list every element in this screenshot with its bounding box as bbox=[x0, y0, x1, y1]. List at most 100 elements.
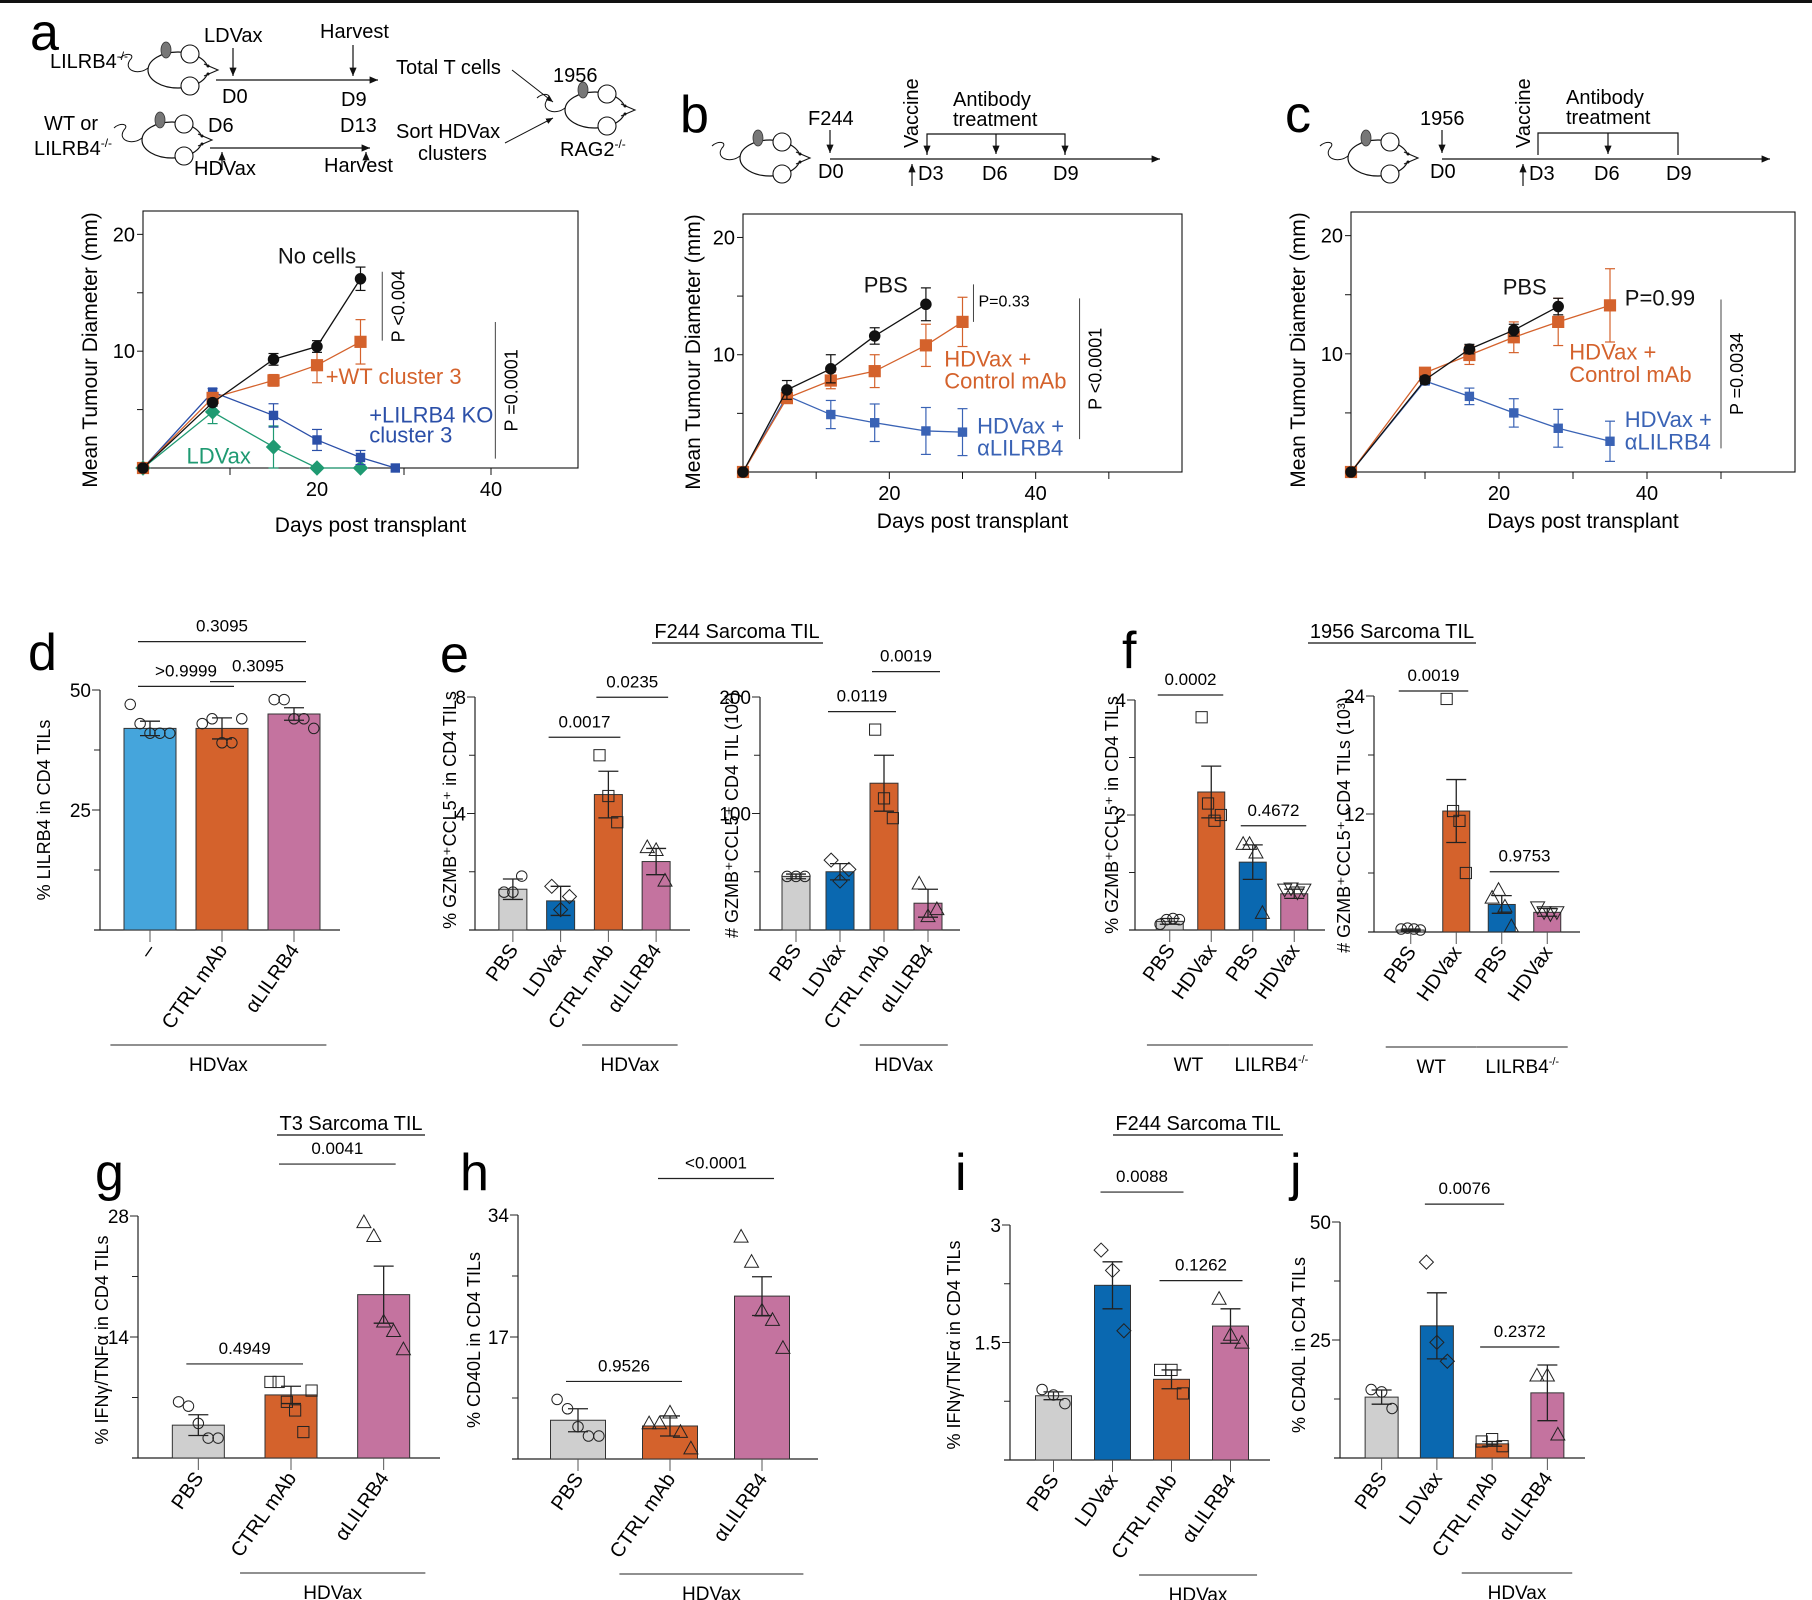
y-axis-label: % CD40L in CD4 TILs bbox=[464, 1252, 484, 1428]
bar bbox=[825, 871, 855, 931]
section-title-text: F244 Sarcoma TIL bbox=[1115, 1113, 1280, 1135]
p-value-label: 0.0002 bbox=[1165, 670, 1217, 689]
data-point bbox=[1549, 906, 1565, 921]
y-tick-label: 34 bbox=[488, 1206, 510, 1227]
data-point bbox=[298, 713, 310, 725]
y-tick-label: 25 bbox=[1310, 1331, 1331, 1352]
y-axis-label: % CD40L in CD4 TILs bbox=[1289, 1257, 1309, 1433]
data-point bbox=[1296, 883, 1312, 898]
mouse-icon bbox=[711, 129, 811, 184]
bar-chart-d: 25 50 % LILRB4 in CD4 TILs –CTRL mAb αLILRB4… bbox=[34, 617, 340, 1076]
data-point bbox=[1201, 797, 1215, 810]
p-value-label: 0.1262 bbox=[1175, 1256, 1227, 1275]
data-point bbox=[310, 359, 324, 372]
data-point bbox=[1116, 1323, 1132, 1339]
data-point bbox=[611, 816, 624, 829]
schematic-a-ldvax: LDVax bbox=[204, 25, 263, 47]
y-tick-label: 20 bbox=[113, 224, 135, 246]
data-point bbox=[957, 427, 968, 437]
group-label: HDVax bbox=[1169, 1585, 1228, 1600]
series--lilrb4-ko-cluster-3 bbox=[138, 387, 401, 473]
panel-label-g: g bbox=[95, 1144, 124, 1202]
data-point bbox=[206, 713, 218, 725]
p-value-label: 0.9753 bbox=[1499, 847, 1551, 866]
y-tick-label: 17 bbox=[488, 1328, 509, 1349]
data-point bbox=[1160, 913, 1173, 926]
bar-group: LDVax bbox=[1071, 1242, 1132, 1531]
y-tick-label: 10 bbox=[1321, 344, 1343, 366]
top-border bbox=[0, 0, 1812, 3]
series-pbs bbox=[1345, 297, 1564, 478]
schematic-a-sort: Sort HDVax bbox=[396, 121, 500, 143]
data-point bbox=[355, 452, 366, 463]
data-point bbox=[1173, 913, 1186, 926]
series-annotation: +LILRB4 KO bbox=[369, 402, 493, 427]
bar-group: αLILRB4 bbox=[709, 1228, 791, 1546]
data-point bbox=[886, 812, 899, 825]
data-point bbox=[929, 901, 945, 916]
series-annotation: αLILRB4 bbox=[1625, 430, 1711, 455]
data-point bbox=[280, 1395, 293, 1408]
y-tick-label: 25 bbox=[70, 801, 91, 822]
panel-label-j: j bbox=[1288, 1144, 1302, 1202]
data-point bbox=[267, 353, 280, 366]
data-point bbox=[1440, 692, 1453, 706]
data-point bbox=[137, 462, 149, 474]
panel-label-d: d bbox=[28, 624, 57, 682]
category-label: HDVax bbox=[1168, 940, 1222, 1003]
y-axis-label: Mean Tumour Diameter (mm) bbox=[79, 212, 102, 487]
data-point bbox=[869, 723, 882, 736]
data-point bbox=[204, 404, 221, 420]
section-title-text: 1956 Sarcoma TIL bbox=[1310, 621, 1474, 643]
series-annotation: +WT cluster 3 bbox=[326, 364, 462, 389]
data-point bbox=[920, 298, 932, 311]
data-point bbox=[311, 340, 323, 353]
y-axis-label: % IFNγ/TNFα in CD4 TILs bbox=[944, 1240, 964, 1449]
data-point bbox=[312, 435, 322, 445]
y-tick-label: 20 bbox=[1321, 226, 1343, 248]
bar bbox=[1153, 1378, 1190, 1461]
category-label: CTRL mAb bbox=[158, 940, 232, 1033]
data-point bbox=[593, 1430, 605, 1442]
data-point bbox=[172, 1396, 185, 1408]
bar bbox=[1035, 1395, 1072, 1461]
data-point bbox=[921, 426, 931, 436]
data-point bbox=[268, 410, 279, 421]
bar-group: PBS bbox=[1351, 1383, 1399, 1514]
bar-group: CTRL mAb bbox=[227, 1375, 318, 1561]
bar-group: PBS bbox=[1222, 835, 1271, 986]
series-annotation: αLILRB4 bbox=[977, 436, 1063, 461]
data-point bbox=[212, 1432, 224, 1444]
data-point bbox=[841, 861, 857, 878]
section-title-e: F244 Sarcoma TIL bbox=[652, 621, 823, 644]
category-label: αLILRB4 bbox=[1178, 1470, 1241, 1547]
y-tick-label: 14 bbox=[108, 1328, 130, 1349]
panel-label-b: b bbox=[680, 86, 709, 144]
group-label: WT bbox=[1416, 1057, 1446, 1078]
data-point bbox=[733, 1228, 749, 1243]
mouse-icon bbox=[1319, 129, 1419, 184]
series-annotation: Control mAb bbox=[1569, 362, 1691, 387]
section-title-f: 1956 Sarcoma TIL bbox=[1308, 621, 1476, 644]
bar-group: PBS bbox=[1023, 1383, 1072, 1516]
bar bbox=[1364, 1396, 1399, 1459]
y-axis-label: Mean Tumour Diameter (mm) bbox=[1287, 212, 1310, 487]
data-point bbox=[1509, 408, 1519, 418]
significance-label: P=0.33 bbox=[978, 293, 1029, 310]
schematic-b-treatment: treatment bbox=[953, 109, 1038, 131]
data-point bbox=[551, 1393, 563, 1406]
series-annotation: PBS bbox=[1503, 275, 1547, 300]
data-point bbox=[919, 339, 933, 352]
category-label: PBS bbox=[1222, 940, 1263, 985]
data-point bbox=[956, 315, 969, 328]
y-tick-label: 10 bbox=[113, 341, 135, 363]
category-label: PBS bbox=[167, 1468, 208, 1513]
schematic-c-treatment: treatment bbox=[1566, 107, 1651, 129]
data-point bbox=[1401, 922, 1414, 934]
section-title-gh: T3 Sarcoma TIL bbox=[277, 1113, 425, 1136]
